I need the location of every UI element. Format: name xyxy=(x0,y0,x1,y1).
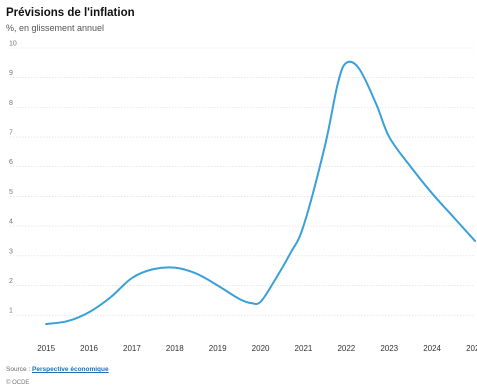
gridlines xyxy=(10,47,475,316)
y-tick-label: 10 xyxy=(9,41,17,48)
x-tick-label: 2016 xyxy=(80,344,98,353)
copyright: © OCDE xyxy=(6,380,30,386)
y-tick-label: 7 xyxy=(9,130,13,137)
y-tick-label: 1 xyxy=(9,308,13,315)
x-tick-label: 2020 xyxy=(252,344,270,353)
source-link[interactable]: Perspective économique xyxy=(32,366,109,373)
x-tick-label: 2025 xyxy=(466,344,477,353)
y-tick-label: 6 xyxy=(9,159,13,166)
x-tick-label: 2022 xyxy=(337,344,355,353)
x-tick-label: 2015 xyxy=(37,344,55,353)
y-tick-label: 2 xyxy=(9,278,13,285)
y-tick-label: 4 xyxy=(9,219,13,226)
source-note: Source : Perspective économique xyxy=(6,366,109,373)
y-tick-label: 9 xyxy=(9,70,13,77)
x-tick-label: 2021 xyxy=(295,344,313,353)
chart-subtitle: %, en glissement annuel xyxy=(6,23,105,33)
series-layer xyxy=(45,60,476,326)
source-prefix: Source : xyxy=(6,366,31,373)
inflation-series-line xyxy=(45,60,476,326)
x-tick-label: 2024 xyxy=(423,344,441,353)
x-tick-label: 2023 xyxy=(380,344,398,353)
y-tick-label: 3 xyxy=(9,248,13,255)
y-tick-label: 5 xyxy=(9,189,13,196)
y-axis-ticks: 1 2 3 4 5 6 7 8 9 10 xyxy=(9,41,17,315)
x-axis-ticks: 2015 2016 2017 2018 2019 2020 2021 2022 2023 2024… xyxy=(37,344,477,353)
y-tick-label: 8 xyxy=(9,100,13,107)
chart-title: Prévisions de l'inflation xyxy=(6,7,135,19)
x-tick-label: 2019 xyxy=(209,344,227,353)
x-tick-label: 2018 xyxy=(166,344,184,353)
x-tick-label: 2017 xyxy=(123,344,141,353)
